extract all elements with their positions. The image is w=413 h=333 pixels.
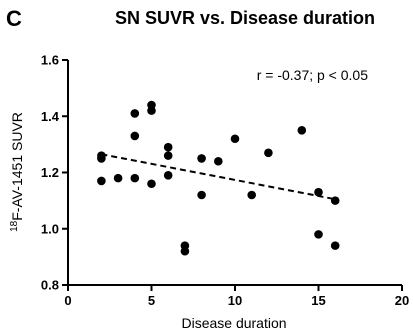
- x-tick-label: 10: [228, 293, 242, 308]
- data-point: [247, 190, 256, 200]
- data-point: [130, 109, 140, 118]
- data-point: [297, 126, 307, 135]
- x-axis-label: Disease duration: [181, 315, 286, 331]
- data-points: [97, 100, 340, 256]
- x-tick-label: 15: [311, 293, 325, 308]
- axes: 0.8 1.0 1.2 1.4 1.6 0 5 10 15 20: [41, 53, 409, 309]
- data-point: [163, 142, 173, 152]
- y-tick-label: 1.4: [41, 109, 60, 124]
- data-point: [314, 187, 323, 197]
- data-point: [264, 148, 273, 158]
- data-point: [180, 246, 190, 256]
- data-point: [147, 179, 156, 189]
- y-tick-label: 1.6: [41, 53, 59, 68]
- y-axis-label-main: F-AV-1451 SUVR: [9, 112, 25, 221]
- y-tick-label: 1.2: [41, 165, 59, 180]
- data-point: [163, 151, 173, 160]
- data-point: [214, 156, 223, 166]
- panel-label: C: [6, 6, 22, 31]
- data-point: [97, 176, 106, 186]
- x-tick-label: 5: [148, 293, 155, 308]
- data-point: [130, 173, 140, 183]
- data-point: [230, 134, 240, 144]
- correlation-annotation: r = -0.37; p < 0.05: [257, 67, 369, 83]
- data-point: [163, 171, 173, 180]
- y-axis-label-superscript: 18: [9, 220, 20, 232]
- data-point: [147, 106, 156, 115]
- data-point: [97, 154, 106, 163]
- y-tick-label: 0.8: [41, 278, 59, 293]
- data-point: [113, 173, 123, 183]
- x-tick-label: 20: [395, 293, 409, 308]
- data-point: [330, 196, 340, 205]
- data-point: [197, 190, 206, 200]
- y-axis-label: 18F-AV-1451 SUVR: [9, 112, 26, 232]
- data-point: [197, 154, 206, 163]
- data-point: [130, 131, 140, 141]
- x-tick-label: 0: [64, 293, 71, 308]
- data-point: [314, 230, 323, 239]
- y-ticks: 0.8 1.0 1.2 1.4 1.6: [41, 53, 68, 293]
- data-point: [330, 241, 340, 250]
- x-ticks: 0 5 10 15 20: [64, 285, 409, 308]
- y-tick-label: 1.0: [41, 221, 59, 236]
- chart-title: SN SUVR vs. Disease duration: [115, 8, 375, 28]
